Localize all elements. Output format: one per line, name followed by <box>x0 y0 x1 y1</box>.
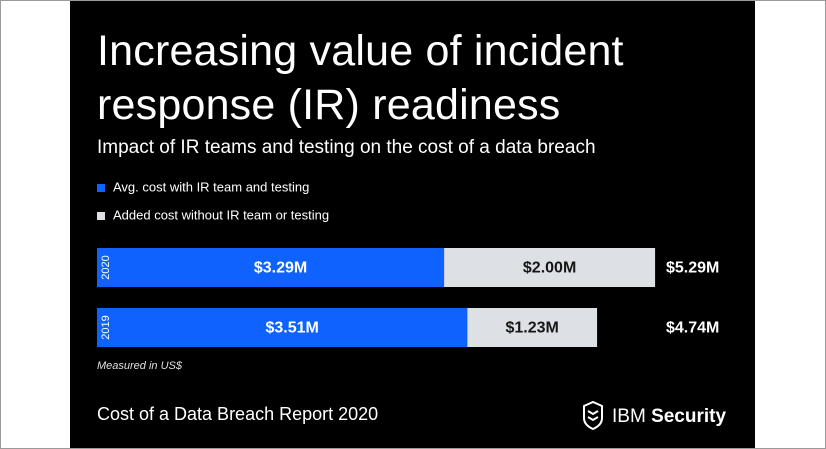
bar-segment <box>467 308 598 347</box>
year-label: 2020 <box>100 255 112 279</box>
brand: IBM Security <box>612 406 726 428</box>
value-label: $2.00M <box>523 260 576 277</box>
legend-swatch <box>97 184 105 192</box>
value-label: $3.29M <box>254 260 307 277</box>
brand-logo <box>583 400 603 431</box>
legend-label: Avg. cost with IR team and testing <box>113 179 309 194</box>
value-label: $3.51M <box>265 320 318 337</box>
legend-swatch <box>97 212 105 220</box>
value-label: $1.23M <box>506 320 559 337</box>
total-label: $5.29M <box>666 260 719 277</box>
chart-subtitle: Impact of IR teams and testing on the co… <box>97 137 596 158</box>
legend-label: Added cost without IR team or testing <box>113 207 329 222</box>
brand-product: Security <box>651 406 727 427</box>
note: Measured in US$ <box>97 360 182 372</box>
total-label: $4.74M <box>666 320 719 337</box>
year-label: 2019 <box>100 315 112 339</box>
bar-segment <box>97 308 468 347</box>
panel <box>70 0 755 449</box>
brand-company: IBM <box>612 406 646 427</box>
bar-segment <box>444 248 656 287</box>
footer: Cost of a Data Breach Report 2020 <box>97 404 379 424</box>
bar-segment <box>97 248 445 287</box>
chart-title: Increasing value of incident response (I… <box>97 27 624 129</box>
